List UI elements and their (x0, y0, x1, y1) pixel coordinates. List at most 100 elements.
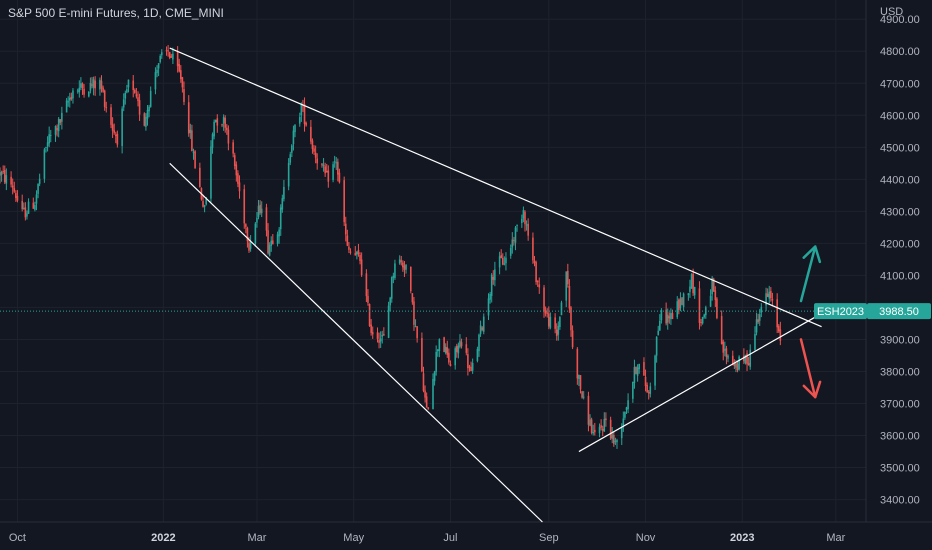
candle-body (392, 275, 395, 278)
candle (538, 277, 541, 294)
candle (254, 222, 257, 247)
candle (421, 332, 423, 373)
candle-body (487, 298, 490, 316)
candle (727, 354, 729, 363)
candle-body (779, 329, 782, 341)
candle-body (766, 293, 769, 297)
candle-body (249, 242, 252, 249)
candle (160, 49, 163, 59)
candle-body (305, 122, 307, 126)
candle-body (670, 313, 672, 320)
candle (516, 224, 518, 232)
trendline[interactable] (578, 316, 816, 453)
candle (387, 301, 390, 339)
candle-body (533, 260, 536, 263)
trendline[interactable] (169, 162, 543, 523)
time-tick-label: 2023 (730, 532, 754, 544)
candle-body (681, 297, 683, 305)
candle (593, 422, 596, 436)
candle (46, 136, 49, 152)
candle-body (733, 363, 736, 366)
candle-body (403, 265, 406, 270)
candle (444, 343, 447, 355)
candle-body (735, 363, 737, 368)
candle (16, 190, 19, 203)
arrow-up[interactable] (799, 245, 822, 303)
candle-body (199, 167, 201, 188)
price-axis[interactable]: 4900.00 4800.00 4700.00 4600.00 4500.00 4400.… (880, 14, 920, 506)
candle (276, 231, 279, 247)
candle-body (180, 70, 182, 79)
candle-body (232, 142, 234, 154)
candle-body (625, 407, 628, 410)
candle-body (722, 341, 725, 353)
candle-body (265, 207, 268, 231)
candle (554, 313, 556, 334)
candle (757, 313, 759, 324)
candle-body (156, 69, 158, 73)
candle-body (514, 227, 517, 243)
symbol-badge[interactable]: ESH2023 (814, 303, 867, 320)
candle (468, 364, 471, 372)
candle (233, 152, 236, 170)
candle-body (289, 154, 292, 163)
candle-body (259, 204, 261, 213)
candle-body (303, 104, 306, 124)
candle-body (322, 164, 325, 166)
candle (535, 260, 537, 285)
candle-body (187, 102, 190, 134)
candle-body (226, 127, 228, 130)
candle (578, 374, 580, 387)
candle (390, 276, 393, 303)
trendline[interactable] (169, 47, 822, 328)
candle-body (370, 324, 372, 333)
candle-body (709, 295, 712, 307)
candle-body (176, 51, 179, 67)
candle-body (549, 316, 552, 328)
candle-body (35, 194, 38, 204)
candle-body (398, 259, 401, 264)
candle-body (159, 55, 161, 63)
candle-body (443, 337, 445, 352)
arrow-group[interactable] (799, 245, 822, 399)
candle (481, 326, 483, 332)
candle-body (78, 87, 81, 93)
candle-body (578, 374, 580, 379)
candle (633, 359, 636, 389)
candle-body (409, 266, 412, 292)
candle (105, 101, 108, 113)
candle (525, 220, 528, 231)
candle (559, 316, 561, 330)
candle (411, 293, 414, 305)
candle-body (738, 356, 740, 370)
trendline-group[interactable] (169, 47, 822, 523)
candle (603, 412, 606, 432)
candle (716, 297, 718, 320)
candle (454, 346, 457, 370)
candle-body (654, 355, 656, 386)
candle (238, 175, 241, 199)
candle-body (343, 180, 345, 223)
candle-body (511, 239, 514, 248)
last-price-badge[interactable]: 3988.50 (867, 303, 931, 320)
candle-body (747, 363, 750, 366)
candle (143, 112, 146, 127)
candle (649, 382, 652, 398)
candle-body (633, 367, 636, 383)
candle-body (489, 294, 491, 300)
candle-body (467, 354, 469, 369)
candle-body (124, 92, 127, 99)
candle-body (246, 227, 249, 242)
candle (489, 291, 491, 304)
candle-body (700, 322, 702, 324)
time-tick-label: Nov (636, 532, 656, 544)
candle-body (513, 239, 515, 241)
arrow-down[interactable] (799, 338, 822, 399)
price-tick-label: 3400.00 (880, 495, 920, 507)
time-axis[interactable]: Oct 2022 Mar May Jul Sep Nov 2023 Mar (9, 532, 846, 544)
candle-body (436, 349, 439, 352)
candle-body (601, 429, 604, 431)
candle-body (245, 224, 247, 227)
candle (459, 334, 461, 349)
